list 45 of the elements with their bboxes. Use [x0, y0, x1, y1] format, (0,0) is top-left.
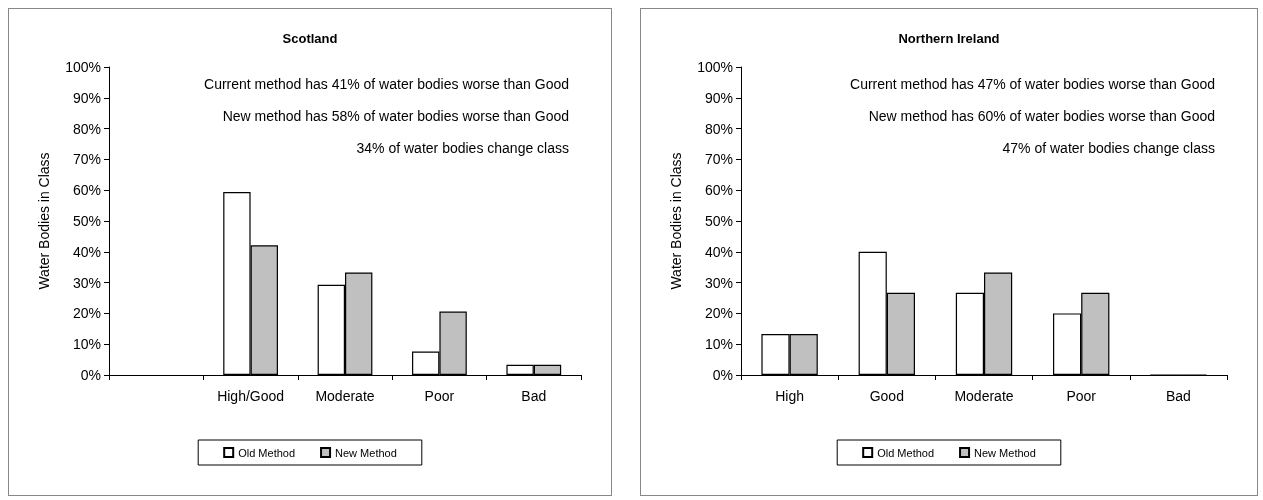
x-tick-label: Bad: [521, 388, 547, 404]
y-tick-label: 60%: [72, 182, 101, 199]
x-tick-label: High/Good: [217, 388, 285, 404]
annotation: New method has 58% of water bodies worse than Good: [222, 108, 569, 124]
legend-label: Old Method: [877, 446, 935, 459]
legend-label: Old Method: [238, 446, 296, 459]
y-tick-label: 60%: [704, 182, 733, 199]
y-tick-label: 90%: [704, 89, 733, 106]
y-tick-label: 40%: [72, 243, 101, 260]
y-tick-label: 100%: [65, 59, 101, 75]
chart-title: Northern Ireland: [898, 31, 1000, 46]
x-tick-label: Bad: [1165, 388, 1191, 404]
y-tick-label: 100%: [697, 59, 733, 75]
annotation: Current method has 47% of water bodies worse than Good: [850, 76, 1215, 92]
y-tick-label: 0%: [80, 367, 101, 383]
y-tick-label: 50%: [704, 213, 733, 229]
x-tick-label: Moderate: [954, 388, 1014, 404]
legend-label: New Method: [974, 446, 1036, 459]
y-tick-label: 30%: [72, 274, 101, 291]
y-axis-title: Water Bodies in Class: [668, 152, 684, 290]
annotation: Current method has 41% of water bodies worse than Good: [204, 76, 569, 92]
annotation: 34% of water bodies change class: [356, 140, 569, 156]
x-tick-label: Poor: [424, 388, 455, 404]
y-tick-label: 90%: [72, 89, 101, 106]
annotation: 47% of water bodies change class: [1002, 140, 1215, 156]
chart-title: Scotland: [282, 31, 338, 46]
y-tick-label: 10%: [704, 336, 733, 353]
y-tick-label: 20%: [704, 305, 733, 322]
x-tick-label: High: [775, 388, 804, 404]
y-tick-label: 50%: [72, 213, 101, 229]
y-tick-label: 30%: [704, 274, 733, 291]
y-tick-label: 0%: [712, 367, 733, 383]
y-tick-label: 80%: [704, 120, 733, 137]
y-tick-label: 70%: [704, 151, 733, 168]
y-axis-title: Water Bodies in Class: [36, 152, 52, 290]
x-tick-label: Good: [869, 388, 904, 404]
y-tick-label: 10%: [72, 336, 101, 353]
x-tick-label: Poor: [1066, 388, 1097, 404]
x-tick-label: Moderate: [315, 388, 375, 404]
y-tick-label: 80%: [72, 120, 101, 137]
y-tick-label: 40%: [704, 243, 733, 260]
y-tick-label: 70%: [72, 151, 101, 168]
y-tick-label: 20%: [72, 305, 101, 322]
legend-label: New Method: [335, 446, 397, 459]
annotation: New method has 60% of water bodies worse than Good: [868, 108, 1215, 124]
